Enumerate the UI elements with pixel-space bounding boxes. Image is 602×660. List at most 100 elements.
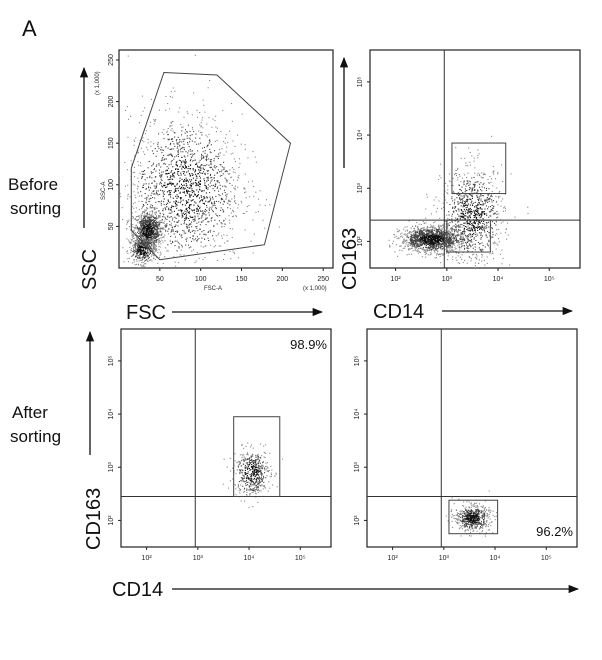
fsc-ssc-point bbox=[223, 154, 225, 156]
before-cd14-cd163-point bbox=[429, 244, 431, 246]
fsc-ssc-point bbox=[146, 212, 148, 214]
fsc-ssc-point bbox=[213, 160, 215, 162]
before-cd14-cd163-point bbox=[437, 250, 439, 252]
before-cd14-cd163-point bbox=[483, 210, 485, 212]
before-cd14-cd163-point bbox=[436, 234, 438, 236]
fsc-ssc-point bbox=[170, 235, 172, 237]
fsc-ssc-point bbox=[186, 201, 188, 203]
before-cd14-cd163-point bbox=[444, 245, 446, 247]
fsc-ssc-point bbox=[190, 204, 192, 206]
fsc-ssc-point bbox=[207, 231, 209, 233]
before-cd14-cd163-point bbox=[487, 244, 489, 246]
fsc-ssc-point bbox=[226, 240, 228, 242]
fsc-ssc-point bbox=[199, 171, 201, 173]
fsc-ssc-point bbox=[201, 231, 203, 233]
fsc-ssc-point bbox=[126, 169, 128, 171]
fsc-ssc-point bbox=[141, 265, 143, 267]
fsc-ssc-point bbox=[223, 167, 225, 169]
fsc-ssc-point bbox=[149, 259, 151, 261]
fsc-ssc-point bbox=[143, 230, 145, 232]
fsc-ssc-point bbox=[145, 231, 147, 233]
before-cd14-cd163-point bbox=[446, 252, 448, 254]
before-cd14-cd163-point bbox=[435, 196, 437, 198]
fsc-ssc-point bbox=[229, 222, 231, 224]
fsc-ssc-point bbox=[146, 278, 147, 279]
fsc-ssc-point bbox=[154, 180, 156, 182]
before-cd14-cd163-point bbox=[449, 238, 451, 240]
fsc-ssc-point bbox=[190, 194, 192, 196]
fsc-ssc-point bbox=[232, 152, 234, 154]
before-cd14-cd163-point bbox=[471, 191, 473, 193]
fsc-ssc-point bbox=[198, 161, 200, 163]
before-cd14-cd163-point bbox=[488, 216, 490, 218]
before-cd14-cd163-point bbox=[440, 254, 442, 256]
fsc-ssc-point bbox=[141, 253, 143, 255]
before-cd14-cd163-point bbox=[402, 247, 404, 249]
before-cd14-cd163-point bbox=[407, 236, 409, 238]
fsc-ssc-point bbox=[192, 155, 194, 157]
fsc-ssc-point bbox=[157, 190, 159, 192]
fsc-ssc-point bbox=[158, 163, 160, 165]
fsc-ssc-point bbox=[135, 250, 137, 252]
before-cd14-cd163-point bbox=[467, 294, 468, 295]
before-cd14-cd163-point bbox=[456, 241, 458, 243]
fsc-ssc-point bbox=[143, 227, 145, 229]
fsc-ssc-point bbox=[238, 174, 240, 176]
fsc-ssc-point bbox=[148, 198, 150, 200]
fsc-ssc-point bbox=[159, 229, 161, 231]
fsc-ssc-point bbox=[160, 178, 162, 180]
before-cd14-cd163-point bbox=[475, 254, 477, 256]
fsc-ssc-point bbox=[140, 215, 142, 217]
before-cd14-cd163-point bbox=[448, 224, 450, 226]
fsc-ssc-point bbox=[140, 251, 142, 253]
fsc-ssc-point bbox=[216, 156, 218, 158]
fsc-ssc-point bbox=[185, 217, 187, 219]
before-cd14-cd163-point bbox=[465, 204, 467, 206]
before-cd14-cd163-point bbox=[438, 235, 440, 237]
fsc-ssc-point bbox=[165, 163, 167, 165]
fsc-ssc-point bbox=[247, 157, 249, 159]
fsc-ssc-point bbox=[228, 215, 230, 217]
fsc-ssc-point bbox=[153, 193, 155, 195]
before-cd14-cd163-point bbox=[410, 243, 412, 245]
before-cd14-cd163-point bbox=[480, 234, 482, 236]
before-cd14-cd163-point bbox=[452, 235, 454, 237]
fsc-ssc-point bbox=[163, 204, 165, 206]
fsc-ssc-point bbox=[144, 221, 146, 223]
before-cd14-cd163-point bbox=[408, 232, 410, 234]
fsc-ssc-point bbox=[133, 191, 135, 193]
fsc-ssc-point bbox=[172, 87, 174, 89]
before-cd14-cd163-point bbox=[423, 239, 425, 241]
fsc-ssc-point bbox=[201, 199, 203, 201]
fsc-ssc-point bbox=[237, 186, 239, 188]
fsc-ssc-point bbox=[126, 223, 128, 225]
fsc-ssc-point bbox=[228, 199, 230, 201]
before-cd14-cd163-point bbox=[471, 241, 473, 243]
fsc-ssc-point bbox=[156, 234, 158, 236]
before-cd14-cd163-point bbox=[439, 232, 441, 234]
before-cd14-cd163-point bbox=[452, 247, 454, 249]
fsc-ssc-point bbox=[234, 200, 236, 202]
before-cd14-cd163-point bbox=[441, 230, 443, 232]
before-cd14-cd163-point bbox=[476, 227, 478, 229]
fsc-ssc-point bbox=[143, 232, 145, 234]
fsc-ssc-point bbox=[137, 243, 139, 245]
fsc-ssc-point bbox=[149, 207, 151, 209]
before-cd14-cd163-point bbox=[394, 234, 396, 236]
before-cd14-cd163-point bbox=[475, 209, 477, 211]
before-cd14-cd163-point bbox=[444, 248, 446, 250]
fsc-ssc-point bbox=[136, 240, 138, 242]
fsc-ssc-point bbox=[175, 195, 177, 197]
fsc-ssc-point bbox=[173, 172, 175, 174]
fsc-ssc-point bbox=[203, 210, 205, 212]
fsc-ssc-point bbox=[150, 225, 152, 227]
fsc-ssc-point bbox=[152, 245, 154, 247]
fsc-ssc-point bbox=[144, 233, 146, 235]
before-cd14-cd163-point bbox=[396, 238, 398, 240]
before-cd14-cd163-point bbox=[466, 201, 468, 203]
fsc-ssc-point bbox=[156, 221, 158, 223]
fsc-ssc-point bbox=[204, 197, 206, 199]
before-cd14-cd163-point bbox=[413, 243, 415, 245]
fsc-ssc-point bbox=[136, 244, 138, 246]
before-cd14-cd163-point bbox=[442, 243, 444, 245]
